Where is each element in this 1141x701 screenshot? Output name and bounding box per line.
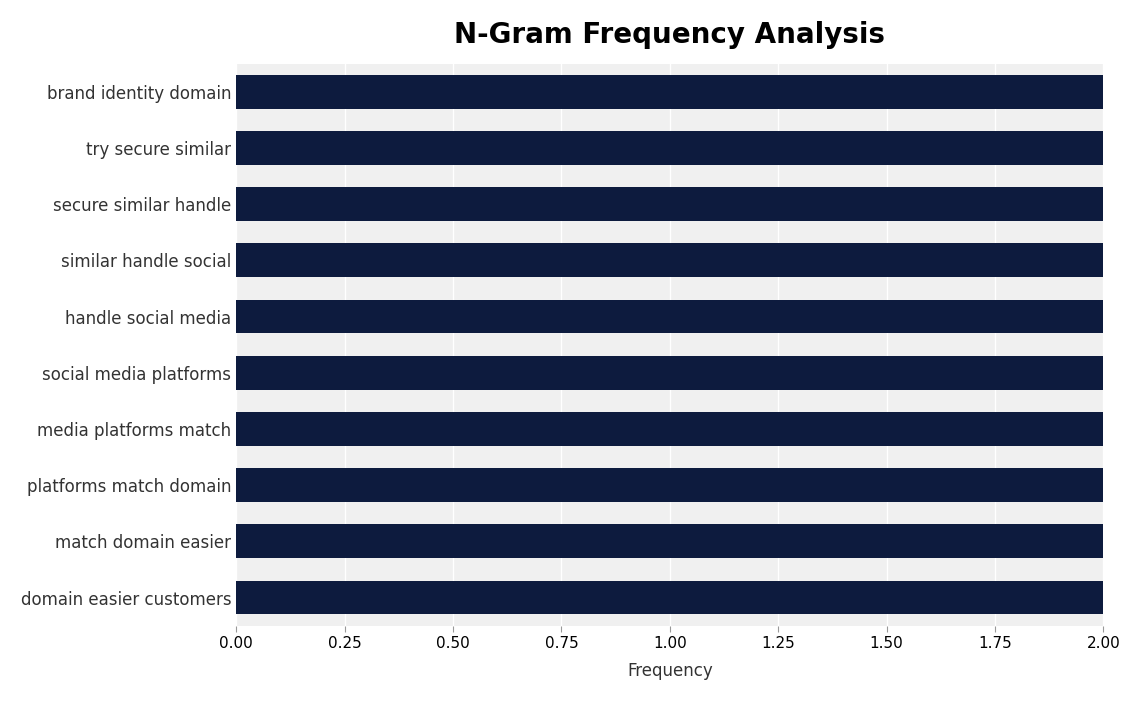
Bar <box>236 356 1103 390</box>
X-axis label: Frequency: Frequency <box>626 662 713 680</box>
Bar <box>236 412 1103 446</box>
Bar <box>236 468 1103 502</box>
Bar <box>236 243 1103 277</box>
Bar <box>236 75 1103 109</box>
Bar <box>236 300 1103 334</box>
Title: N-Gram Frequency Analysis: N-Gram Frequency Analysis <box>454 21 885 49</box>
Bar <box>236 580 1103 614</box>
Bar <box>236 187 1103 221</box>
Bar <box>236 131 1103 165</box>
Bar <box>236 524 1103 558</box>
